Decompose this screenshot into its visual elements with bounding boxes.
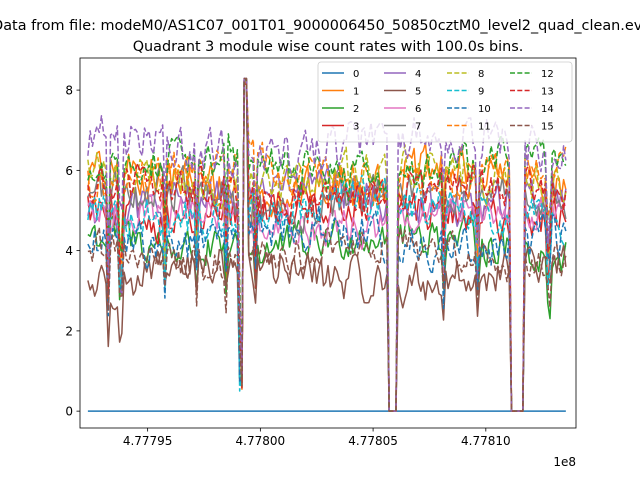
x-tick-label: 4.77795 [123, 434, 173, 448]
x-tick-label: 4.77800 [236, 434, 286, 448]
series-line-3 [87, 83, 567, 412]
y-tick-label: 0 [65, 405, 73, 419]
legend-label: 14 [541, 104, 554, 115]
chart-title: Quadrant 3 module wise count rates with … [133, 39, 524, 55]
x-offset-label: 1e8 [553, 455, 576, 469]
x-tick-label: 4.77810 [461, 434, 511, 448]
y-tick-label: 2 [65, 324, 73, 338]
legend-label: 0 [353, 69, 359, 80]
legend-label: 13 [541, 87, 554, 98]
legend-label: 7 [415, 122, 421, 133]
legend-label: 9 [478, 87, 484, 98]
series-line-5 [87, 77, 567, 412]
series-line-10 [87, 77, 567, 412]
legend-label: 8 [478, 69, 484, 80]
legend-label: 4 [415, 69, 421, 80]
legend-label: 12 [541, 69, 554, 80]
legend-label: 3 [353, 122, 359, 133]
y-tick-label: 8 [65, 84, 73, 98]
legend-label: 11 [478, 122, 491, 133]
legend-box [317, 61, 573, 143]
legend-label: 15 [541, 122, 554, 133]
legend-label: 2 [353, 104, 359, 115]
legend-label: 5 [415, 87, 421, 98]
legend-label: 6 [415, 104, 421, 115]
chart-suptitle: Data from file: modeM0/AS1C07_001T01_900… [0, 18, 640, 34]
legend-label: 1 [353, 87, 359, 98]
x-tick-label: 4.77805 [348, 434, 398, 448]
series-line-13 [87, 77, 567, 412]
plot-series [87, 77, 567, 412]
y-tick-label: 6 [65, 164, 73, 178]
y-axis: 0 2 4 6 8 [65, 84, 80, 419]
x-axis: 4.77795 4.77800 4.77805 4.77810 [123, 428, 511, 448]
series-line-15 [87, 77, 567, 412]
series-line-12 [87, 78, 567, 412]
legend-label: 10 [478, 104, 491, 115]
plot-frame [79, 57, 577, 429]
y-tick-label: 4 [65, 244, 73, 258]
